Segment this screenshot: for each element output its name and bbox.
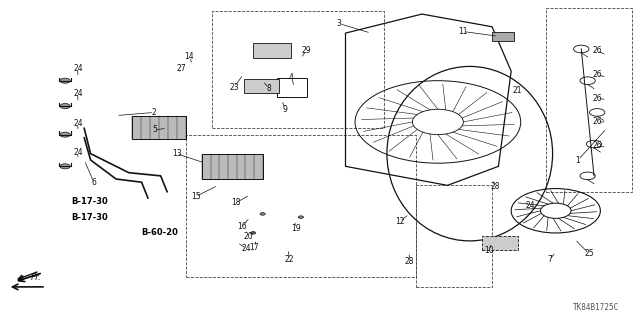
Text: 26: 26 xyxy=(593,46,602,55)
Text: 18: 18 xyxy=(231,198,241,207)
Text: 6: 6 xyxy=(92,178,96,187)
Text: 9: 9 xyxy=(282,105,287,114)
Text: 25: 25 xyxy=(584,249,594,258)
Bar xyxy=(492,32,515,41)
Bar xyxy=(415,185,492,287)
Text: 13: 13 xyxy=(172,149,181,158)
Bar xyxy=(186,135,415,277)
Text: TK84B1725C: TK84B1725C xyxy=(573,303,620,312)
Bar xyxy=(202,154,262,179)
Bar xyxy=(132,116,186,140)
Text: 22: 22 xyxy=(285,255,294,264)
Circle shape xyxy=(250,232,255,234)
Bar xyxy=(483,236,518,251)
Circle shape xyxy=(60,78,70,83)
Text: 24: 24 xyxy=(525,202,535,211)
Circle shape xyxy=(60,164,70,169)
Circle shape xyxy=(298,216,303,218)
Text: 17: 17 xyxy=(250,243,259,252)
Bar xyxy=(546,8,632,192)
Text: 14: 14 xyxy=(184,52,194,61)
Text: Fr.: Fr. xyxy=(31,273,42,282)
Text: 28: 28 xyxy=(404,257,414,266)
Text: 4: 4 xyxy=(289,73,294,82)
Text: 26: 26 xyxy=(593,141,602,150)
Text: 15: 15 xyxy=(191,192,200,201)
Text: 24: 24 xyxy=(242,244,252,253)
Bar xyxy=(212,11,384,128)
Text: 24: 24 xyxy=(73,63,83,73)
Bar xyxy=(244,79,278,93)
Text: 11: 11 xyxy=(459,27,468,36)
Text: 16: 16 xyxy=(237,222,247,231)
Text: 26: 26 xyxy=(593,117,602,126)
Text: 3: 3 xyxy=(337,19,342,28)
Text: 1: 1 xyxy=(576,156,580,164)
Text: 28: 28 xyxy=(490,182,500,191)
Bar xyxy=(276,77,307,97)
Text: 29: 29 xyxy=(301,46,311,55)
Circle shape xyxy=(60,132,70,137)
Bar xyxy=(253,43,291,59)
Text: 26: 26 xyxy=(593,70,602,79)
Text: 21: 21 xyxy=(513,86,522,95)
Text: 19: 19 xyxy=(291,224,301,233)
Circle shape xyxy=(260,213,265,215)
Text: 24: 24 xyxy=(73,119,83,128)
Text: 2: 2 xyxy=(152,108,157,117)
Text: B-17-30: B-17-30 xyxy=(72,212,108,222)
Text: 10: 10 xyxy=(484,246,493,255)
Text: B-17-30: B-17-30 xyxy=(72,197,108,206)
Text: 20: 20 xyxy=(244,232,253,241)
Circle shape xyxy=(60,104,70,108)
Text: 27: 27 xyxy=(177,63,186,73)
Text: 26: 26 xyxy=(593,94,602,103)
Text: 12: 12 xyxy=(395,217,404,226)
Text: 7: 7 xyxy=(547,255,552,264)
Text: B-60-20: B-60-20 xyxy=(141,228,179,237)
Text: 23: 23 xyxy=(229,83,239,92)
FancyArrowPatch shape xyxy=(18,272,37,280)
Text: 24: 24 xyxy=(73,148,83,156)
Text: 5: 5 xyxy=(152,125,157,134)
Text: 24: 24 xyxy=(73,89,83,98)
Text: 8: 8 xyxy=(267,84,271,93)
